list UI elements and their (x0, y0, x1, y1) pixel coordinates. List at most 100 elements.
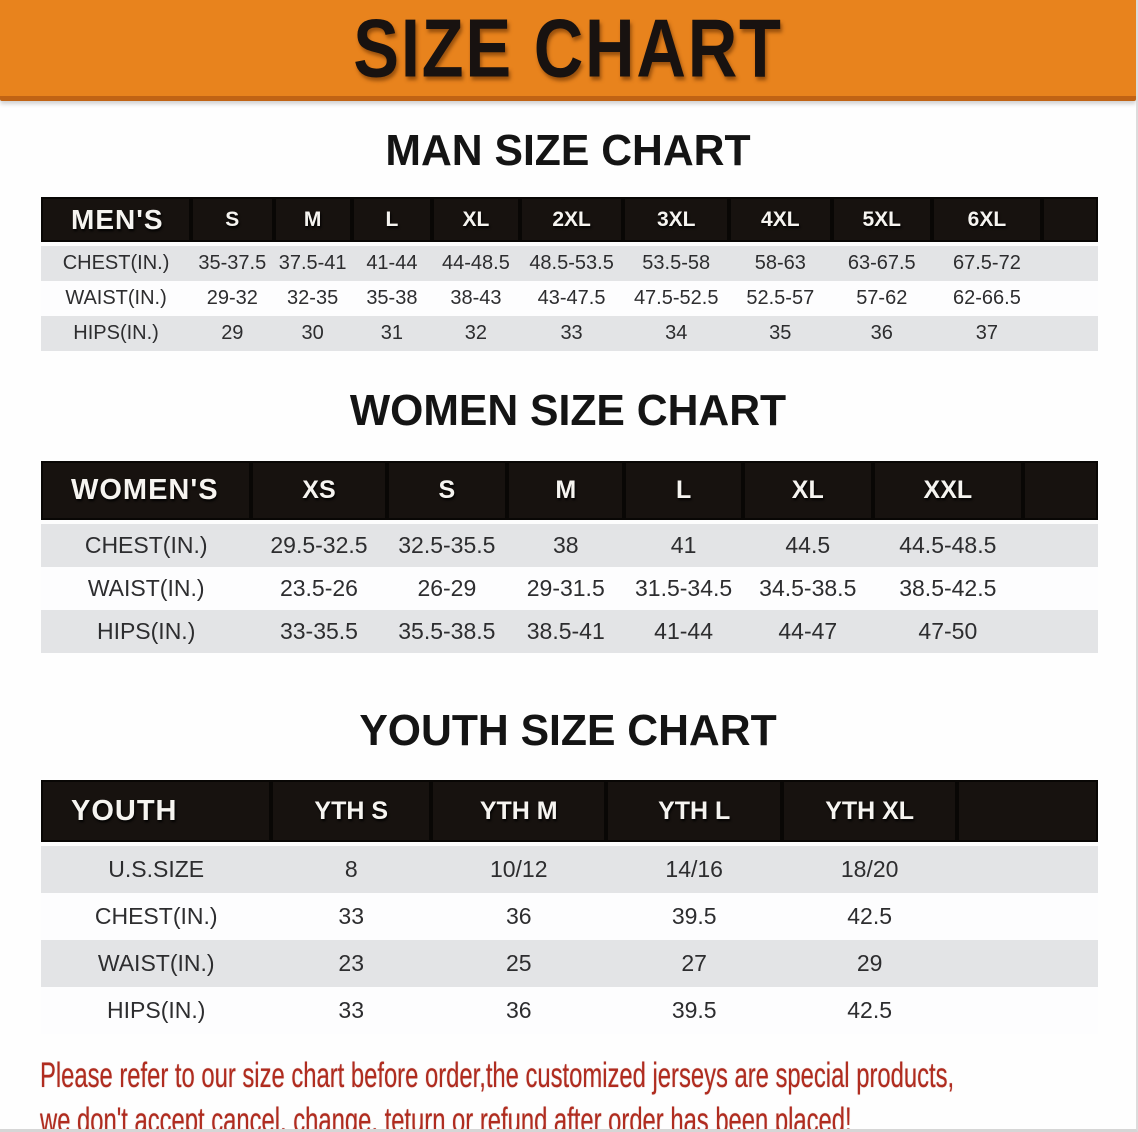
size-value-cell: 37 (931, 316, 1042, 351)
size-value-cell: 35-37.5 (191, 246, 274, 281)
header-row: MEN'S S M L XL 2XL 3XL 4XL 5XL 6XL (41, 197, 1098, 246)
size-value-cell: 38 (507, 524, 625, 567)
size-value-cell: 29-31.5 (507, 567, 625, 610)
footnote-line-2: we don't accept cancel, change, teturn o… (40, 1101, 852, 1132)
column-header: 4XL (729, 197, 832, 246)
size-value-cell: 26-29 (386, 567, 508, 610)
row-label: CHEST(IN.) (41, 246, 192, 281)
size-value-cell: 48.5-53.5 (519, 246, 624, 281)
column-header: S (191, 197, 274, 246)
column-header: S (386, 461, 508, 524)
row-filler (1041, 281, 1098, 316)
size-value-cell: 23.5-26 (251, 567, 387, 610)
size-value-cell: 10/12 (431, 846, 607, 893)
row-filler (957, 987, 1098, 1034)
table-corner-label: WOMEN'S (41, 461, 252, 524)
table-row: WAIST(IN.) 23.5-26 26-29 29-31.5 31.5-34.5 34… (41, 567, 1098, 610)
size-value-cell: 43-47.5 (519, 281, 624, 316)
women-size-table: WOMEN'S XS S M L XL XXL CHEST(IN.) 29.5-32.5 32.5… (41, 461, 1098, 653)
column-header: XS (251, 461, 387, 524)
size-value-cell: 47-50 (872, 610, 1023, 653)
men-section-title: MAN SIZE CHART (385, 126, 751, 175)
size-value-cell: 8 (271, 846, 432, 893)
size-value-cell: 41 (624, 524, 743, 567)
header-filler (957, 780, 1098, 846)
size-value-cell: 39.5 (606, 893, 782, 940)
column-header: L (351, 197, 433, 246)
women-section: WOMEN SIZE CHART WOMEN'S XS S M L XL XXL CHEST(… (0, 387, 1136, 653)
size-value-cell: 52.5-57 (729, 281, 832, 316)
size-value-cell: 35-38 (351, 281, 433, 316)
women-section-title: WOMEN SIZE CHART (349, 386, 787, 435)
footnote-line-1: Please refer to our size chart before or… (40, 1056, 955, 1095)
column-header: 6XL (931, 197, 1042, 246)
column-header: XXL (872, 461, 1023, 524)
table-row: CHEST(IN.) 29.5-32.5 32.5-35.5 38 41 44.5 44.5… (41, 524, 1098, 567)
size-value-cell: 37.5-41 (273, 246, 352, 281)
youth-section: YOUTH SIZE CHART YOUTH YTH S YTH M YTH L YTH… (0, 707, 1136, 1034)
table-row: HIPS(IN.) 29 30 31 32 33 34 35 36 37 (41, 316, 1098, 351)
column-header: YTH XL (781, 780, 958, 846)
header-row: WOMEN'S XS S M L XL XXL (41, 461, 1098, 524)
table-row: CHEST(IN.) 33 36 39.5 42.5 (41, 893, 1098, 940)
size-value-cell: 29 (191, 316, 274, 351)
size-value-cell: 32-35 (273, 281, 352, 316)
size-value-cell: 29 (781, 940, 958, 987)
size-value-cell: 33-35.5 (251, 610, 387, 653)
header-filler (1041, 197, 1098, 246)
column-header: M (507, 461, 625, 524)
header-row: YOUTH YTH S YTH M YTH L YTH XL (41, 780, 1098, 846)
table-row: HIPS(IN.) 33 36 39.5 42.5 (41, 987, 1098, 1034)
table-row: WAIST(IN.) 23 25 27 29 (41, 940, 1098, 987)
size-value-cell: 30 (273, 316, 352, 351)
size-value-cell: 31 (351, 316, 433, 351)
youth-size-table-container: YOUTH YTH S YTH M YTH L YTH XL U.S.SIZE 8 10/12… (41, 780, 1098, 1034)
size-value-cell: 57-62 (831, 281, 932, 316)
column-header: XL (432, 197, 520, 246)
size-value-cell: 41-44 (624, 610, 743, 653)
row-filler (1041, 316, 1098, 351)
size-value-cell: 29-32 (191, 281, 274, 316)
size-value-cell: 63-67.5 (831, 246, 932, 281)
size-value-cell: 34 (623, 316, 730, 351)
size-value-cell: 33 (271, 893, 432, 940)
size-value-cell: 18/20 (781, 846, 958, 893)
size-value-cell: 58-63 (729, 246, 832, 281)
size-value-cell: 39.5 (606, 987, 782, 1034)
size-value-cell: 44-48.5 (432, 246, 520, 281)
table-row: CHEST(IN.) 35-37.5 37.5-41 41-44 44-48.5 48.5… (41, 246, 1098, 281)
size-value-cell: 41-44 (351, 246, 433, 281)
size-value-cell: 36 (431, 893, 607, 940)
row-label: WAIST(IN.) (41, 281, 192, 316)
row-label: WAIST(IN.) (41, 940, 272, 987)
row-label: CHEST(IN.) (41, 893, 272, 940)
column-header: YTH S (271, 780, 432, 846)
row-label: CHEST(IN.) (41, 524, 252, 567)
row-filler (957, 940, 1098, 987)
table-row: WAIST(IN.) 29-32 32-35 35-38 38-43 43-47.5 47.… (41, 281, 1098, 316)
table-row: U.S.SIZE 8 10/12 14/16 18/20 (41, 846, 1098, 893)
size-value-cell: 27 (606, 940, 782, 987)
row-filler (1022, 524, 1098, 567)
youth-size-table: YOUTH YTH S YTH M YTH L YTH XL U.S.SIZE 8 10/12… (41, 780, 1098, 1034)
row-label: HIPS(IN.) (41, 987, 272, 1034)
men-section: MAN SIZE CHART MEN'S S M L XL 2XL 3XL 4XL 5XL 6XL… (0, 127, 1136, 351)
row-filler (957, 846, 1098, 893)
banner: SIZE CHART (0, 0, 1136, 101)
size-value-cell: 29.5-32.5 (251, 524, 387, 567)
column-header: 2XL (519, 197, 624, 246)
column-header: YTH M (431, 780, 607, 846)
size-value-cell: 47.5-52.5 (623, 281, 730, 316)
footnote: Please refer to our size chart before or… (40, 1053, 1136, 1132)
table-row: HIPS(IN.) 33-35.5 35.5-38.5 38.5-41 41-44 44-… (41, 610, 1098, 653)
header-filler (1022, 461, 1098, 524)
row-label: HIPS(IN.) (41, 316, 192, 351)
row-filler (1041, 246, 1098, 281)
men-size-table-container: MEN'S S M L XL 2XL 3XL 4XL 5XL 6XL CHEST(IN.) 35-37… (41, 197, 1098, 351)
row-filler (1022, 567, 1098, 610)
column-header: L (624, 461, 743, 524)
size-value-cell: 53.5-58 (623, 246, 730, 281)
column-header: YTH L (606, 780, 782, 846)
women-size-table-container: WOMEN'S XS S M L XL XXL CHEST(IN.) 29.5-32.5 32.5… (41, 461, 1098, 653)
youth-section-title: YOUTH SIZE CHART (359, 706, 777, 755)
